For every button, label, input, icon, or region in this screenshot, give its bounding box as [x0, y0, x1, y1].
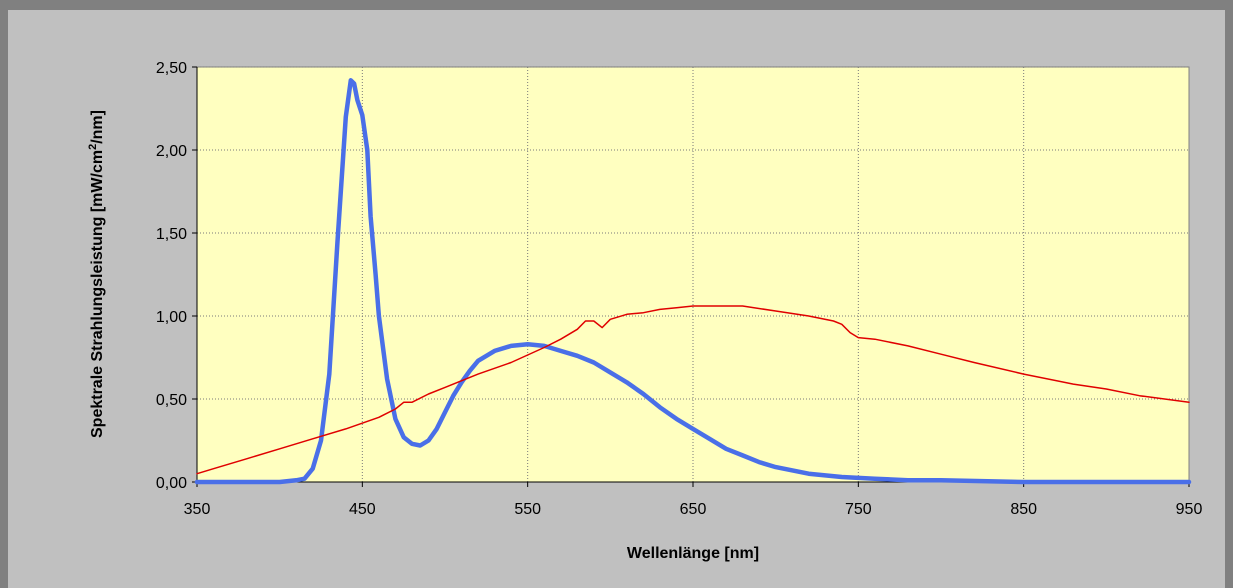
y-axis-title: Spektrale Strahlungsleistung [mW/cm2/nm] [87, 110, 106, 438]
series-line-red [196, 305, 1190, 475]
x-tick-label: 950 [1176, 501, 1203, 518]
x-axis-title: Wellenlänge [nm] [627, 545, 759, 562]
x-tick-label: 350 [184, 501, 211, 518]
gridlines [197, 66, 1189, 482]
y-axis-title-part1: Spektrale Strahlungsleistung [mW/cm [89, 150, 106, 438]
y-tick-label: 1,50 [156, 226, 187, 243]
x-tick-label: 750 [845, 501, 872, 518]
x-tick-label: 450 [349, 501, 376, 518]
series-lines [194, 78, 1192, 485]
y-tick-label: 0,00 [156, 475, 187, 492]
y-tick-label: 2,00 [156, 143, 187, 160]
tick-labels: 0,00 0,50 1,00 1,50 2,00 2,50 350 450 550 650 750 8… [156, 60, 1203, 518]
y-axis-title-part2: /nm] [89, 110, 106, 144]
x-tick-label: 850 [1010, 501, 1037, 518]
y-tick-label: 2,50 [156, 60, 187, 77]
y-tick-label: 0,50 [156, 392, 187, 409]
series-line-blue [194, 78, 1192, 485]
y-axis-title-superscript: 2 [87, 144, 99, 150]
y-tick-label: 1,00 [156, 309, 187, 326]
x-tick-label: 650 [680, 501, 707, 518]
x-tick-label: 550 [514, 501, 541, 518]
